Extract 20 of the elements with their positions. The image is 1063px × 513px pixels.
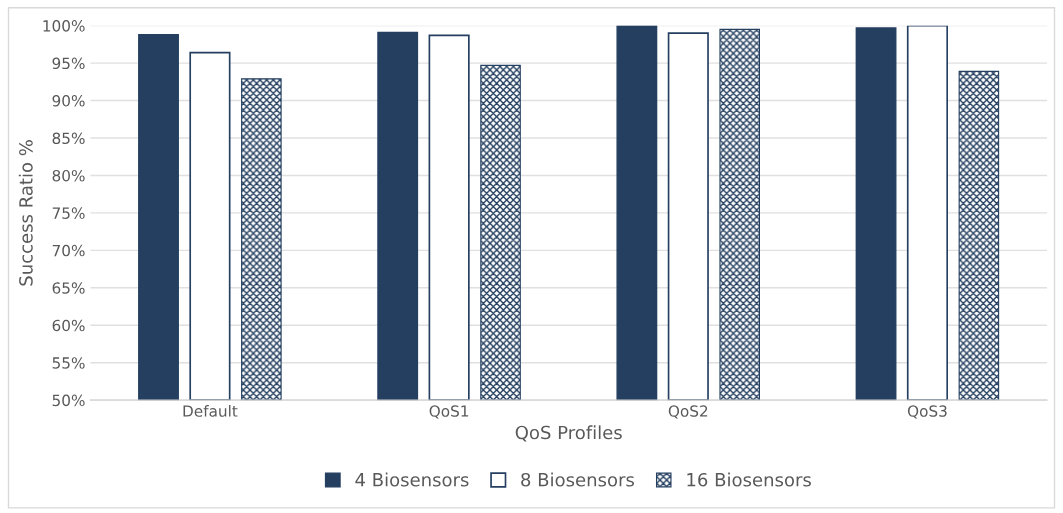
y-tick-label: 65%: [52, 282, 85, 294]
y-tick-label: 55%: [52, 357, 85, 369]
y-axis-title: Success Ratio %: [18, 140, 33, 286]
y-tick-label: 90%: [52, 95, 85, 107]
legend-label: 8 Biosensors: [521, 472, 634, 487]
y-tick-label: 100%: [43, 20, 85, 32]
y-tick-label: 95%: [52, 57, 85, 70]
legend-label: 16 Biosensors: [687, 472, 811, 487]
y-tick-label: 70%: [52, 244, 85, 257]
y-tick-label: 50%: [52, 394, 85, 407]
x-axis-title: QoS Profiles: [515, 425, 622, 442]
x-tick-label: Default: [183, 405, 238, 417]
legend-label: 4 Biosensors: [355, 472, 469, 487]
x-tick-label: QoS3: [907, 405, 947, 419]
y-tick-label: 75%: [52, 207, 85, 219]
y-tick-label: 80%: [52, 169, 85, 182]
y-tick-label: 85%: [52, 132, 85, 145]
x-tick-label: QoS2: [668, 405, 708, 419]
y-tick-label: 60%: [52, 319, 85, 332]
x-tick-label: QoS1: [429, 405, 469, 419]
